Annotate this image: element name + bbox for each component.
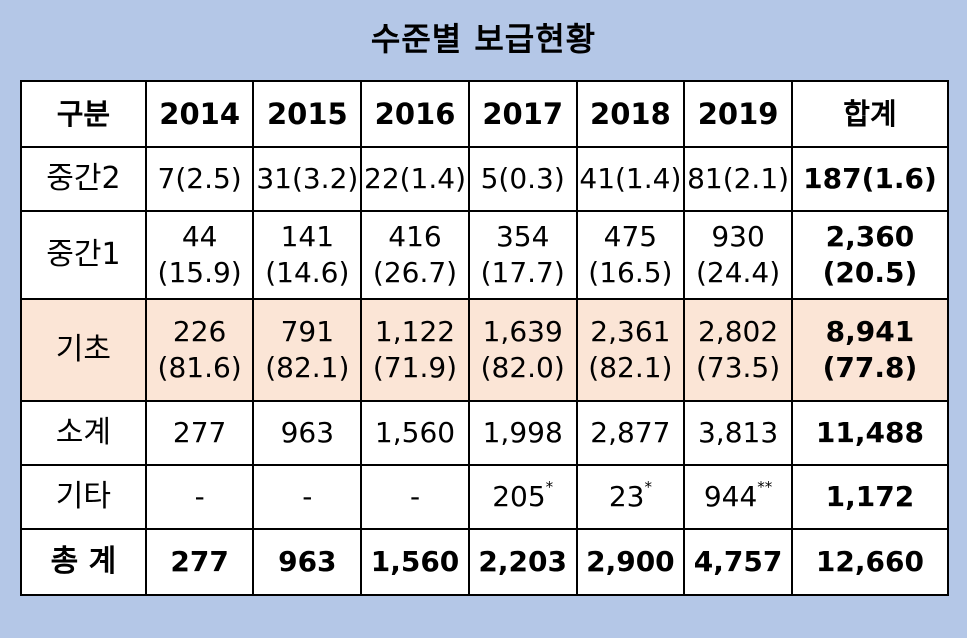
cell-count: 1,639 [482, 315, 563, 348]
cell-count: 930 [711, 220, 765, 253]
footnote-mark: ** [757, 478, 773, 496]
table-cell: 2,361 (82.1) [575, 298, 686, 402]
table-cell: 41(1.4) [575, 146, 686, 212]
row-label: 소계 [20, 400, 147, 466]
cell-count: 791 [280, 315, 335, 348]
table-cell: 3,813 [683, 400, 793, 466]
cell-count: 2,361 [590, 315, 671, 348]
cell-percent: (71.9) [372, 351, 458, 384]
table-cell: 1,122 (71.9) [360, 298, 470, 402]
cell-count: 1,122 [374, 315, 456, 348]
table-cell: 963 [252, 528, 363, 596]
table-cell: 81(2.1) [683, 146, 793, 212]
table-cell: 31(3.2) [252, 146, 363, 212]
table-cell: 226 (81.6) [144, 298, 255, 402]
table-cell: 22(1.4) [360, 146, 470, 212]
table-header-row: 구분 2014 2015 2016 2017 2018 2019 합계 [20, 80, 950, 148]
header-2018: 2018 [575, 80, 686, 148]
table-cell: - [144, 464, 255, 530]
row-label: 기타 [20, 464, 147, 530]
table-cell: 277 [144, 400, 255, 466]
header-2019: 2019 [683, 80, 793, 148]
total-cell: 11,488 [790, 400, 950, 466]
row-label: 중간1 [20, 210, 147, 300]
table-cell: 2,802 (73.5) [683, 298, 793, 402]
cell-count: 944 [703, 480, 758, 513]
cell-count: 354 [495, 220, 550, 253]
cell-count: 205 [492, 480, 546, 513]
footnote-mark: * [545, 478, 554, 496]
cell-count: 2,360 [825, 220, 915, 253]
total-cell: 2,360 (20.5) [790, 210, 950, 300]
table-cell: - [252, 464, 363, 530]
table-row-intermediate1: 중간1 44 (15.9) 141 (14.6) 416 (26.7) 354 (17.… [20, 210, 950, 300]
total-cell: 1,172 [790, 464, 950, 530]
table-cell: 944** [683, 464, 793, 530]
table-row-basic: 기초 226 (81.6) 791 (82.1) 1,122 (71.9) 1,639… [20, 298, 950, 402]
cell-percent: (14.6) [265, 256, 350, 289]
cell-count: 23 [608, 480, 645, 513]
table-row-grand-total: 총 계 277 963 1,560 2,203 2,900 4,757 12,6… [20, 528, 950, 596]
table-cell: 1,998 [467, 400, 578, 466]
header-2015: 2015 [252, 80, 363, 148]
cell-percent: (24.4) [695, 256, 781, 289]
table-cell: 354 (17.7) [467, 210, 578, 300]
cell-percent: (17.7) [480, 256, 565, 289]
table-cell: 2,900 [575, 528, 686, 596]
cell-percent: (77.8) [822, 351, 918, 384]
header-2016: 2016 [360, 80, 470, 148]
cell-percent: (16.5) [588, 256, 673, 289]
cell-percent: (82.0) [480, 351, 565, 384]
table-cell: 23* [575, 464, 686, 530]
cell-percent: (26.7) [372, 256, 458, 289]
table-row-other: 기타 - - - 205* 23* 944** 1,172 [20, 464, 950, 530]
cell-percent: (81.6) [157, 351, 242, 384]
cell-count: 416 [388, 220, 442, 253]
header-2014: 2014 [144, 80, 255, 148]
table-cell: 930 (24.4) [683, 210, 793, 300]
cell-count: 44 [181, 220, 218, 253]
cell-count: 226 [172, 315, 227, 348]
cell-percent: (82.1) [588, 351, 673, 384]
table-cell: 2,203 [467, 528, 578, 596]
header-category: 구분 [20, 80, 147, 148]
table-cell: 1,560 [360, 400, 470, 466]
table-cell: 5(0.3) [467, 146, 578, 212]
page-title: 수준별 보급현황 [370, 20, 597, 58]
table-cell: 205* [467, 464, 578, 530]
row-label: 기초 [20, 298, 147, 402]
table-cell: 4,757 [683, 528, 793, 596]
row-label: 중간2 [20, 146, 147, 212]
cell-percent: (20.5) [822, 256, 918, 289]
footnote-mark: * [644, 478, 652, 496]
table-cell: 416 (26.7) [360, 210, 470, 300]
header-2017: 2017 [467, 80, 578, 148]
table-cell: 141 (14.6) [252, 210, 363, 300]
total-cell: 12,660 [790, 528, 950, 596]
cell-count: 475 [603, 220, 658, 253]
table-cell: 475 (16.5) [575, 210, 686, 300]
table-cell: 44 (15.9) [144, 210, 255, 300]
cell-percent: (15.9) [157, 256, 242, 289]
table-cell: - [360, 464, 470, 530]
table-cell: 2,877 [575, 400, 686, 466]
table-cell: 1,639 (82.0) [467, 298, 578, 402]
table-cell: 1,560 [360, 528, 470, 596]
row-label: 총 계 [20, 528, 147, 596]
table-row-intermediate2: 중간2 7(2.5) 31(3.2) 22(1.4) 5(0.3) 41(1.4… [20, 146, 950, 212]
total-cell: 187(1.6) [790, 146, 950, 212]
table-row-subtotal: 소계 277 963 1,560 1,998 2,877 3,813 11,48… [20, 400, 950, 466]
deployment-status-table: 구분 2014 2015 2016 2017 2018 2019 합계 중간2 … [20, 80, 950, 596]
table-cell: 791 (82.1) [252, 298, 363, 402]
table-cell: 963 [252, 400, 363, 466]
cell-count: 8,941 [825, 315, 915, 348]
header-total: 합계 [790, 80, 950, 148]
cell-count: 2,802 [697, 315, 779, 348]
table-cell: 7(2.5) [144, 146, 255, 212]
total-cell: 8,941 (77.8) [790, 298, 950, 402]
cell-count: 141 [280, 220, 335, 253]
table-cell: 277 [144, 528, 255, 596]
cell-percent: (73.5) [695, 351, 781, 384]
cell-percent: (82.1) [265, 351, 350, 384]
